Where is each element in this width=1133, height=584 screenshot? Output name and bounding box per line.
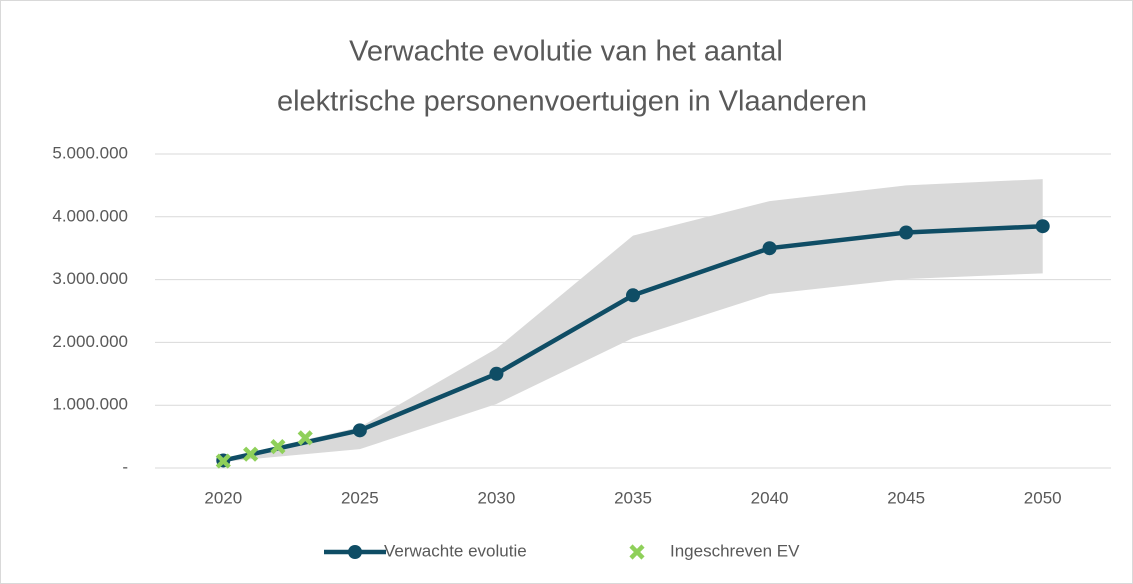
x-tick-label: 2040 — [751, 488, 789, 507]
point — [1035, 219, 1050, 234]
y-tick-label: 4.000.000 — [52, 206, 128, 225]
legend-marker — [629, 544, 645, 560]
x-tick-label: 2020 — [204, 488, 242, 507]
x-tick-label: 2035 — [614, 488, 652, 507]
point — [215, 453, 231, 469]
x-tick-label: 2030 — [478, 488, 516, 507]
legend-label: Verwachte evolutie — [384, 541, 527, 560]
y-tick-label: 1.000.000 — [52, 395, 128, 414]
point — [270, 439, 286, 455]
chart-title: Verwachte evolutie van het aantal — [349, 36, 783, 68]
point — [243, 446, 259, 462]
point — [352, 423, 367, 438]
y-tick-label: - — [122, 457, 128, 476]
legend-marker — [348, 545, 362, 559]
point — [762, 241, 777, 256]
x-tick-label: 2045 — [887, 488, 925, 507]
y-tick-label: 3.000.000 — [52, 269, 128, 288]
point — [297, 430, 313, 446]
point — [899, 225, 914, 240]
legend-label: Ingeschreven EV — [670, 541, 800, 560]
band — [223, 179, 1043, 462]
x-tick-label: 2025 — [341, 488, 379, 507]
chart-title: elektrische personenvoertuigen in Vlaand… — [277, 86, 867, 118]
x-tick-label: 2050 — [1024, 488, 1062, 507]
y-tick-label: 5.000.000 — [52, 143, 128, 162]
point — [489, 366, 504, 381]
point — [626, 288, 640, 303]
y-tick-label: 2.000.000 — [52, 332, 128, 351]
